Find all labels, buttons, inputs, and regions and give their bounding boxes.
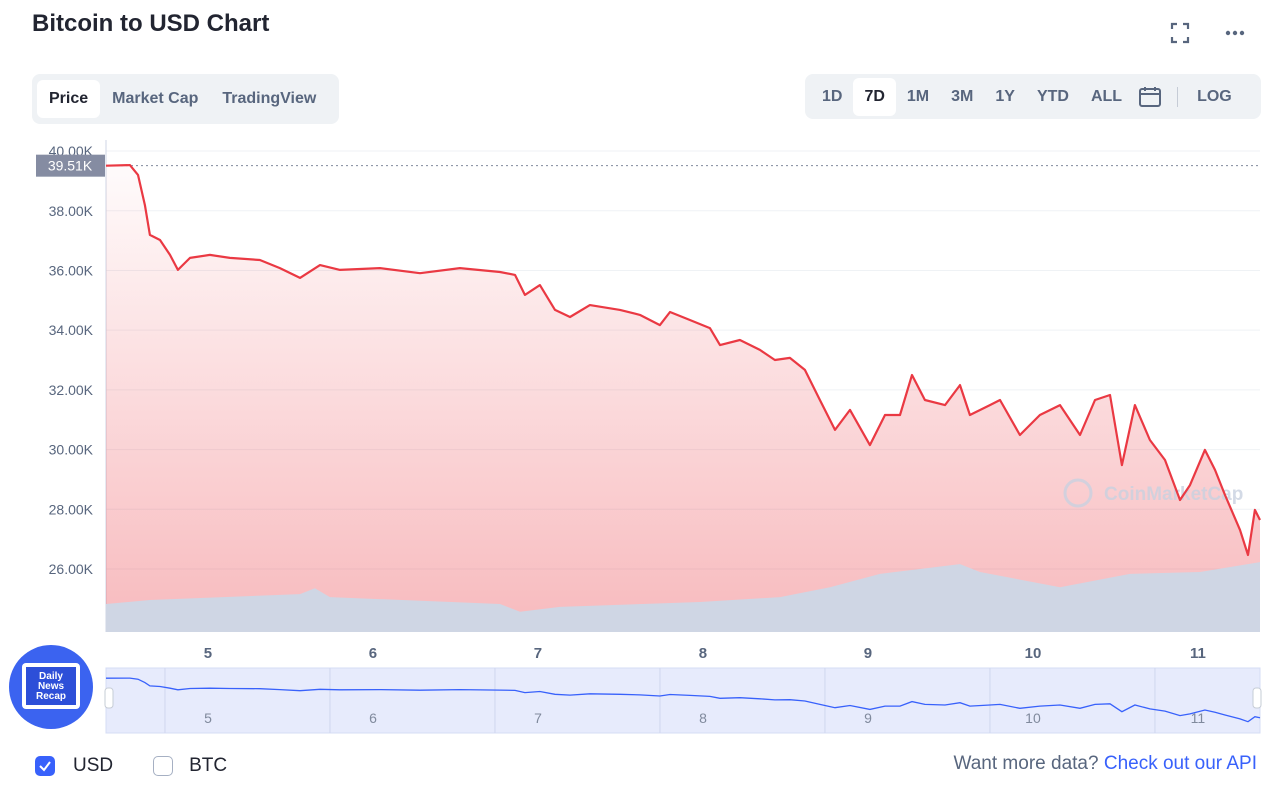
price-line — [105, 164, 1261, 557]
legend-label: BTC — [189, 755, 228, 776]
volume-area — [106, 562, 1260, 632]
title: Bitcoin to USD Chart — [32, 10, 270, 37]
navigator-tick-label: 5 — [204, 710, 212, 726]
y-tick-label: 34.00K — [49, 322, 94, 338]
top-icons[interactable] — [1168, 20, 1248, 46]
y-tick-label: 26.00K — [49, 561, 94, 577]
dot — [1225, 30, 1231, 36]
last-price-box — [36, 154, 105, 177]
legend: USD BTC — [35, 755, 227, 777]
x-tick-label: 7 — [534, 645, 542, 662]
logo: Daily News Recap — [9, 645, 93, 729]
navigator-tick-label: 8 — [699, 710, 707, 726]
range[interactable]: 1M — [906, 87, 930, 105]
footer-text: Want more data? — [953, 753, 1099, 774]
x-tick-label: 5 — [204, 645, 212, 662]
checkbox[interactable] — [153, 756, 174, 776]
navigator-tick-label: 6 — [369, 710, 377, 726]
tab-bar: Price Market Cap TradingView — [32, 74, 339, 124]
watermark: CoinMarketCap — [1104, 484, 1243, 505]
legend-label: USD — [73, 755, 114, 776]
range[interactable]: 1Y — [995, 87, 1015, 105]
y-tick-label: 38.00K — [49, 203, 94, 219]
logo-text: Daily — [39, 671, 63, 682]
last-price-label: 39.51K — [48, 158, 93, 174]
calendar-icon[interactable] — [1133, 85, 1169, 109]
navigator-tick-label: 10 — [1025, 710, 1041, 726]
tab[interactable]: Market Cap — [112, 90, 199, 107]
range[interactable]: YTD — [1036, 87, 1069, 105]
range[interactable]: ALL — [1090, 87, 1123, 105]
tab[interactable]: Price — [37, 80, 101, 118]
footer: Want more data? Check out our API — [954, 753, 1257, 775]
y-tick-label: 28.00K — [49, 501, 94, 517]
range-bar: 1D 7D 1M 3M 1Y YTD ALL LOG — [805, 74, 1261, 119]
price-area — [106, 165, 1260, 632]
dot — [1232, 30, 1238, 36]
y-tick-label: 30.00K — [49, 442, 94, 458]
fullscreen-icon[interactable] — [1170, 22, 1190, 44]
checkbox-checked[interactable] — [35, 756, 55, 776]
y-tick-label: 36.00K — [49, 262, 94, 278]
x-tick-label: 10 — [1025, 645, 1042, 662]
y-tick-label: 32.00K — [49, 382, 94, 398]
watermark-logo — [1063, 478, 1093, 508]
range[interactable]: 7D — [853, 77, 896, 116]
x-tick-label: 9 — [864, 645, 872, 662]
x-tick-label: 6 — [369, 645, 377, 662]
tab[interactable]: TradingView — [222, 90, 317, 107]
x-tick-label: 11 — [1190, 645, 1206, 662]
logo-text: News — [38, 681, 65, 692]
separator — [1177, 86, 1179, 107]
api-link[interactable]: Check out our API — [1103, 753, 1257, 774]
navigator-handle — [1252, 687, 1262, 709]
range[interactable]: 3M — [951, 87, 974, 105]
dot — [1239, 30, 1245, 36]
navigator-tick-label: 9 — [864, 710, 872, 726]
log-toggle[interactable]: LOG — [1197, 87, 1232, 105]
x-tick-label: 8 — [699, 645, 707, 662]
navigator-handle — [104, 687, 114, 709]
navigator-tick-label: 11 — [1191, 710, 1206, 726]
range[interactable]: 1D — [822, 87, 843, 105]
logo-text: Recap — [36, 691, 66, 702]
logo-screen — [26, 667, 76, 705]
navigator-line — [105, 677, 1261, 723]
navigator-bg — [105, 667, 1261, 734]
navigator-tick-label: 7 — [534, 710, 542, 726]
